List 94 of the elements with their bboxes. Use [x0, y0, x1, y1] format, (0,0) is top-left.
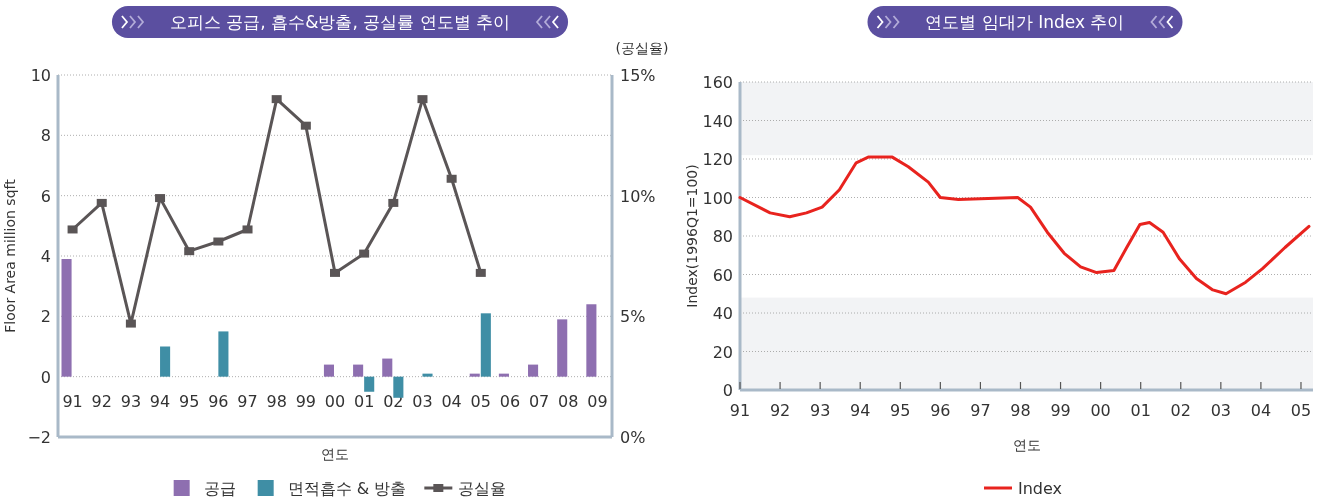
x-tick-label: 95 — [890, 401, 911, 420]
bar — [528, 364, 539, 377]
y-tick-label: 8 — [40, 126, 51, 146]
y2-tick-label: 10% — [620, 186, 656, 206]
bar — [353, 364, 364, 377]
point — [213, 237, 224, 246]
y-tick-label: 6 — [40, 186, 51, 206]
bar — [61, 259, 72, 377]
point — [271, 95, 282, 104]
x-tick-label: 04 — [1250, 401, 1272, 420]
point — [446, 174, 457, 183]
chart-title: 오피스 공급, 흡수&방출, 공실률 연도별 추이 — [169, 12, 511, 32]
bar — [323, 364, 334, 377]
x-tick-label: 98 — [1010, 401, 1031, 420]
x-tick-label: 07 — [528, 392, 550, 411]
y-tick-label: 160 — [702, 73, 733, 92]
y-tick-label: 20 — [712, 342, 733, 362]
x-tick-label: 97 — [970, 401, 991, 420]
point — [359, 249, 370, 258]
y-tick-label: −2 — [27, 428, 51, 447]
x-tick-label: 91 — [62, 392, 83, 411]
x-tick-label: 99 — [295, 392, 317, 411]
legend-label: 공실율 — [458, 479, 507, 497]
x-tick-label: 97 — [237, 392, 258, 411]
x-tick-label: 03 — [1210, 401, 1232, 420]
y2-tick-label: 15% — [620, 66, 656, 85]
point — [184, 247, 195, 256]
point — [67, 225, 78, 234]
x-tick-label: 94 — [850, 401, 871, 420]
x-tick-label: 91 — [729, 401, 751, 420]
point — [242, 225, 253, 234]
x-tick-label: 00 — [324, 392, 346, 411]
point — [330, 268, 340, 277]
x-tick-label: 01 — [1130, 401, 1151, 420]
bar — [480, 313, 491, 377]
point — [300, 121, 311, 130]
x-tick-label: 92 — [91, 392, 112, 411]
y2-axis-title: (공실율) — [615, 40, 669, 56]
y-tick-label: 140 — [702, 111, 733, 131]
legend-label: 면적흡수 & 방출 — [287, 479, 407, 497]
x-tick-label: 05 — [470, 392, 491, 411]
x-tick-label: 95 — [179, 392, 200, 411]
x-tick-label: 00 — [1090, 401, 1111, 420]
y2-tick-label: 5% — [620, 307, 646, 327]
x-tick-label: 09 — [587, 392, 608, 411]
x-tick-label: 02 — [1170, 401, 1191, 420]
y-tick-label: 10 — [30, 66, 51, 85]
x-tick-label: 08 — [558, 392, 579, 411]
point — [417, 95, 428, 104]
bar — [422, 373, 433, 377]
x-tick-label: 06 — [499, 392, 521, 411]
point — [155, 194, 166, 203]
point — [475, 268, 486, 277]
y-tick-label: 0 — [40, 367, 51, 387]
x-tick-label: 96 — [208, 392, 229, 411]
bar — [218, 331, 229, 377]
y-tick-label: 100 — [702, 188, 733, 208]
x-tick-label: 05 — [1290, 401, 1312, 420]
bar — [498, 373, 509, 377]
x-axis-title: 연도 — [321, 446, 349, 462]
x-tick-label: 92 — [769, 401, 791, 420]
legend-label: 공급 — [203, 479, 236, 497]
x-axis-title: 연도 — [1012, 437, 1041, 453]
x-tick-label: 98 — [266, 392, 287, 411]
x-tick-label: 99 — [1050, 401, 1071, 420]
y-tick-label: 4 — [40, 247, 51, 266]
bar — [586, 304, 597, 377]
point — [125, 319, 136, 328]
point — [96, 198, 107, 207]
x-tick-label: 96 — [930, 401, 951, 420]
y-tick-label: 80 — [712, 227, 733, 246]
y-axis-title: Index(1996Q1=100) — [684, 164, 700, 308]
y-axis-title: Floor Area million sqft — [2, 178, 18, 333]
bar — [557, 319, 568, 377]
x-tick-label: 94 — [149, 392, 171, 411]
chart-title: 연도별 임대가 Index 추이 — [925, 12, 1125, 32]
y-tick-label: 2 — [40, 307, 51, 327]
legend-label: Index — [1017, 479, 1063, 497]
bar — [469, 373, 480, 377]
bar — [160, 346, 171, 377]
y2-tick-label: 0% — [620, 428, 646, 447]
point — [388, 198, 399, 207]
x-tick-label: 01 — [353, 392, 375, 411]
x-tick-label: 93 — [809, 401, 831, 420]
bar — [382, 358, 393, 377]
x-tick-label: 93 — [120, 392, 142, 411]
y-tick-label: 40 — [712, 304, 733, 323]
bar — [364, 376, 375, 392]
y-tick-label: 120 — [702, 150, 733, 169]
x-tick-label: 04 — [441, 392, 462, 411]
y-tick-label: 0 — [722, 381, 733, 400]
x-tick-label: 03 — [412, 392, 433, 411]
line-series — [738, 155, 1311, 296]
y-tick-label: 60 — [712, 265, 733, 285]
